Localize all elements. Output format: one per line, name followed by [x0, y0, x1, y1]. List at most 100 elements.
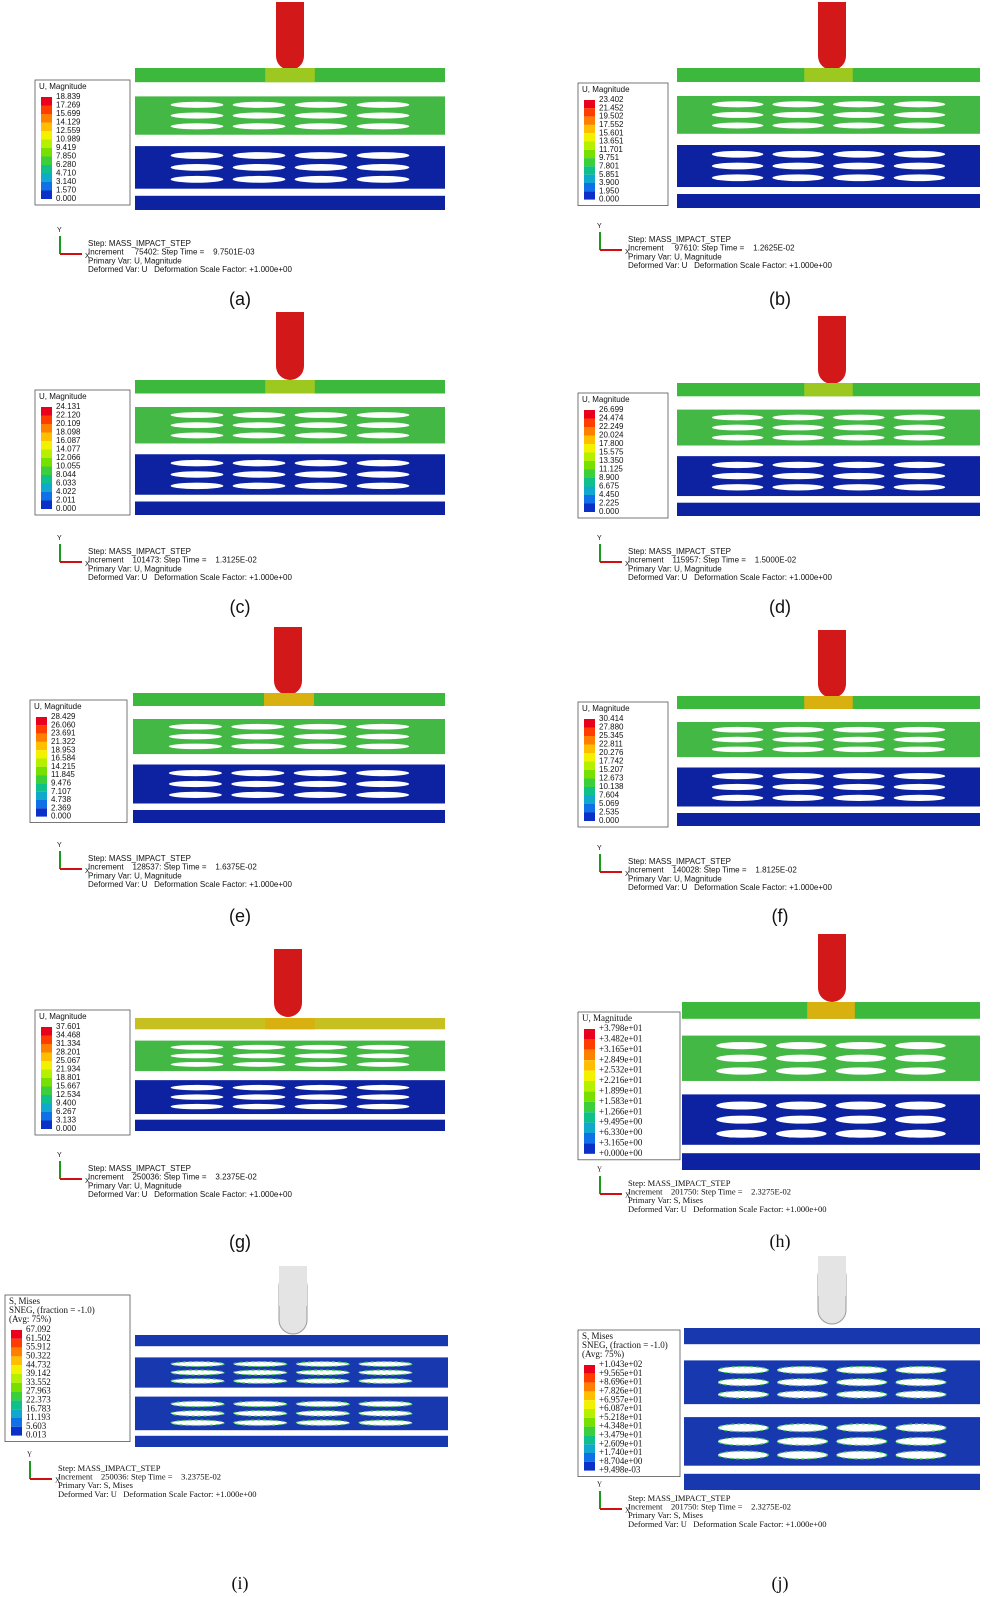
- legend-swatch: [36, 775, 47, 783]
- lattice-cell: [776, 1116, 827, 1124]
- legend-swatch: [584, 719, 595, 728]
- panel-label: (h): [770, 1231, 791, 1252]
- lattice-cell: [776, 1101, 827, 1109]
- panel-label: (e): [229, 906, 251, 926]
- lattice-cell: [171, 1094, 224, 1099]
- legend-value: +1.899e+01: [599, 1085, 642, 1095]
- legend-swatch: [36, 792, 47, 800]
- legend-swatch: [41, 165, 52, 174]
- legend-value: 0.000: [599, 816, 620, 825]
- legend-swatch: [584, 133, 595, 141]
- lattice-cell: [357, 412, 410, 418]
- lattice-cell: [233, 1094, 286, 1099]
- legend-swatch: [584, 1435, 595, 1444]
- lattice-cell: [169, 744, 222, 750]
- legend-swatch: [584, 1123, 595, 1133]
- lattice-cell: [772, 473, 824, 479]
- legend-swatch: [41, 1121, 52, 1130]
- legend-swatch: [584, 495, 595, 504]
- legend-value: +1.583e+01: [599, 1096, 642, 1106]
- lattice-cell: [835, 1067, 886, 1074]
- lattice-cell: [894, 747, 946, 753]
- contact-zone: [264, 693, 314, 706]
- legend-swatch: [584, 787, 595, 796]
- lattice-cell: [357, 422, 410, 428]
- lattice-cell: [357, 460, 410, 466]
- figure: U, Magnitude18.83917.26915.69914.12912.5…: [0, 0, 997, 1597]
- legend-swatch: [41, 148, 52, 157]
- lattice-cell: [357, 1045, 410, 1050]
- lattice-cell: [294, 744, 347, 750]
- lattice-cell: [169, 770, 222, 776]
- lattice-cell: [712, 784, 764, 790]
- legend-swatch: [584, 1081, 595, 1091]
- lattice-cell: [895, 1067, 946, 1074]
- lattice-cell: [169, 734, 222, 740]
- lattice-cell: [294, 734, 347, 740]
- legend-swatch: [584, 1029, 595, 1039]
- contact-zone: [804, 68, 852, 82]
- lattice-cell: [357, 1104, 410, 1109]
- legend-value: +9.495e+00: [599, 1117, 643, 1127]
- legend-title: (Avg: 75%): [9, 1314, 51, 1324]
- legend-value: +2.532e+01: [599, 1065, 642, 1075]
- legend-swatch: [584, 779, 595, 788]
- lattice-cell: [169, 792, 222, 798]
- lattice-cell: [712, 737, 764, 743]
- legend-swatch: [41, 1053, 52, 1062]
- lattice-cell: [894, 122, 946, 128]
- specimen-layer: [677, 503, 980, 516]
- lattice-cell: [772, 425, 824, 431]
- lattice-cell: [295, 471, 348, 477]
- lattice-cell: [233, 433, 286, 439]
- legend-swatch: [584, 1409, 595, 1418]
- legend-swatch: [41, 1061, 52, 1070]
- legend-swatch: [41, 131, 52, 140]
- lattice-cell: [231, 724, 284, 730]
- legend-swatch: [41, 467, 52, 476]
- lattice-cell: [894, 163, 946, 170]
- legend-swatch: [36, 759, 47, 767]
- legend-value: 0.000: [56, 1124, 77, 1133]
- lattice-cell: [171, 164, 224, 171]
- legend-swatch: [41, 123, 52, 132]
- triad-y-label: Y: [27, 1451, 32, 1459]
- lattice-cell: [712, 773, 764, 779]
- lattice-cell: [171, 433, 224, 439]
- legend-title: U, Magnitude: [34, 702, 82, 711]
- legend-swatch: [36, 742, 47, 750]
- lattice-cell: [295, 412, 348, 418]
- lattice-cell: [171, 1104, 224, 1109]
- legend-swatch: [11, 1348, 22, 1357]
- legend-swatch: [41, 1027, 52, 1036]
- legend-swatch: [584, 1091, 595, 1101]
- legend-swatch: [41, 191, 52, 200]
- info-line: Deformed Var: U Deformation Scale Factor…: [88, 573, 293, 582]
- lattice-cell: [772, 737, 824, 743]
- impactor-shaft: [818, 934, 846, 974]
- impactor-shaft: [818, 630, 846, 670]
- lattice-cell: [833, 425, 885, 431]
- legend-swatch: [41, 441, 52, 450]
- lattice-cell: [833, 795, 885, 801]
- triad-y-label: Y: [597, 223, 602, 230]
- legend-swatch: [36, 725, 47, 733]
- legend-title: U, Magnitude: [582, 704, 630, 713]
- lattice-cell: [233, 412, 286, 418]
- legend-swatch: [11, 1392, 22, 1401]
- legend-swatch: [584, 453, 595, 462]
- legend-swatch: [584, 753, 595, 762]
- lattice-cell: [171, 471, 224, 477]
- triad-y-label: Y: [57, 842, 62, 849]
- panel-label: (g): [229, 1232, 251, 1252]
- legend-swatch: [11, 1427, 22, 1436]
- lattice-cell: [894, 435, 946, 441]
- lattice-cell: [295, 422, 348, 428]
- legend-swatch: [584, 1050, 595, 1060]
- lattice-cell: [835, 1055, 886, 1062]
- lattice-cell: [835, 1130, 886, 1138]
- panel-label: (d): [769, 597, 791, 617]
- lattice-cell: [716, 1055, 767, 1062]
- legend-swatch: [584, 444, 595, 453]
- legend-swatch: [41, 1078, 52, 1087]
